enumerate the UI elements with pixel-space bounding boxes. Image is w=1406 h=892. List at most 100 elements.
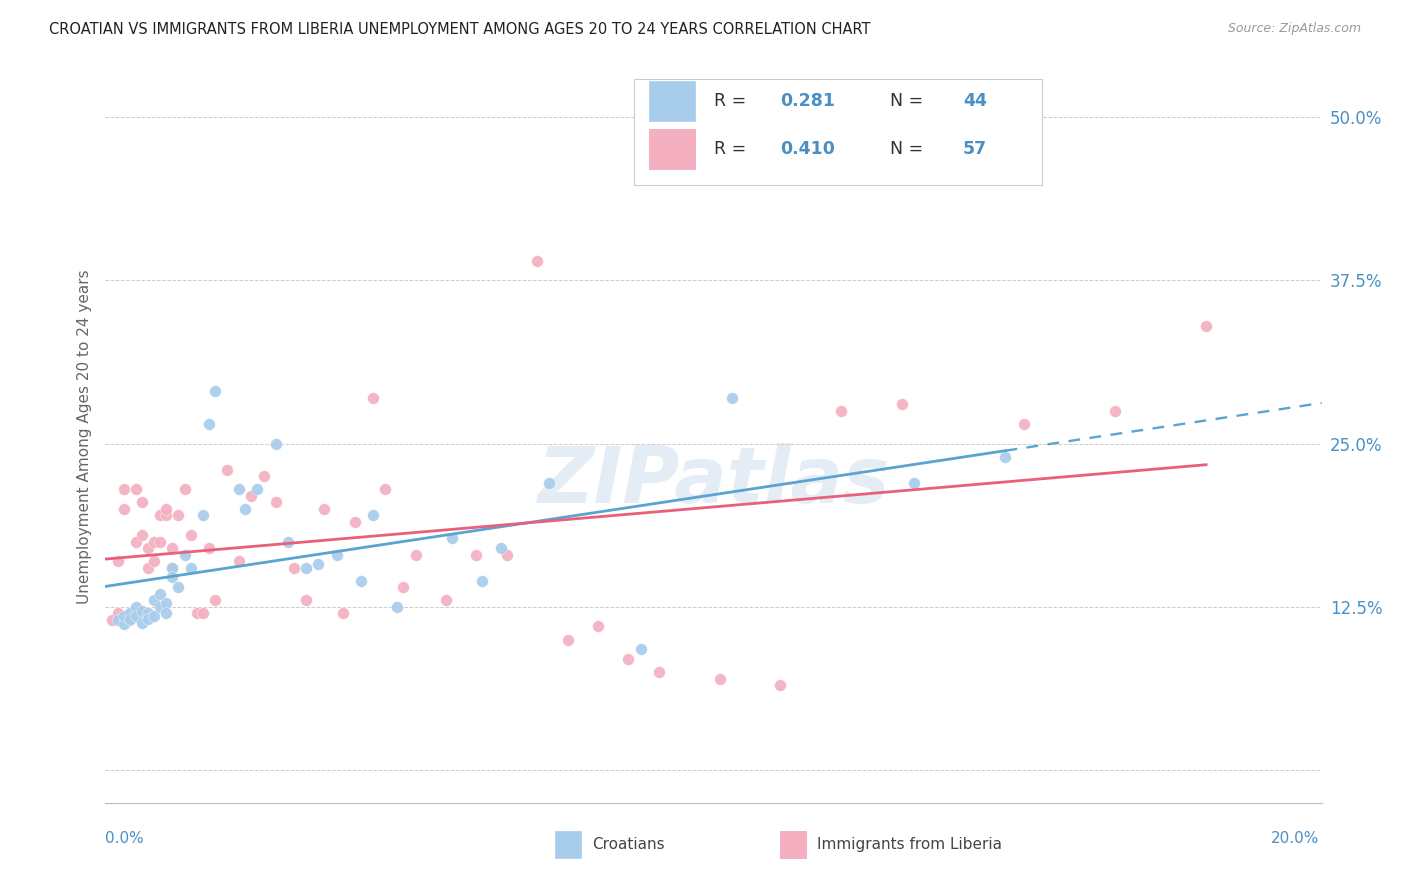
Point bbox=[228, 483, 250, 497]
Point bbox=[538, 475, 561, 490]
Point bbox=[361, 391, 384, 405]
Point bbox=[198, 417, 221, 431]
Point bbox=[155, 596, 177, 610]
Point bbox=[107, 607, 129, 621]
Point bbox=[125, 609, 148, 624]
Point bbox=[180, 560, 202, 574]
Point bbox=[495, 548, 517, 562]
Point bbox=[112, 483, 135, 497]
Point bbox=[204, 384, 226, 399]
Text: N =: N = bbox=[890, 140, 928, 158]
Point bbox=[204, 593, 226, 607]
Point bbox=[149, 599, 172, 614]
Point bbox=[191, 508, 214, 523]
Point bbox=[112, 616, 135, 631]
Text: 0.410: 0.410 bbox=[780, 140, 835, 158]
Point bbox=[557, 632, 579, 647]
Point bbox=[387, 599, 409, 614]
Point bbox=[118, 607, 141, 621]
Point bbox=[891, 397, 914, 411]
Point bbox=[350, 574, 373, 588]
Point bbox=[1104, 404, 1126, 418]
Point bbox=[332, 607, 354, 621]
Point bbox=[648, 665, 671, 680]
Point bbox=[264, 436, 287, 450]
Point bbox=[709, 672, 731, 686]
Point bbox=[143, 534, 166, 549]
FancyBboxPatch shape bbox=[650, 81, 696, 121]
Point bbox=[162, 560, 184, 574]
Y-axis label: Unemployment Among Ages 20 to 24 years: Unemployment Among Ages 20 to 24 years bbox=[76, 269, 91, 605]
Text: ZIPatlas: ZIPatlas bbox=[537, 443, 890, 519]
Point bbox=[173, 548, 195, 562]
Point bbox=[217, 463, 239, 477]
Point bbox=[100, 613, 122, 627]
Point bbox=[994, 450, 1017, 464]
Point bbox=[295, 560, 318, 574]
Point bbox=[191, 607, 214, 621]
Point bbox=[136, 541, 159, 555]
Point bbox=[586, 619, 609, 633]
Point bbox=[903, 475, 925, 490]
Point bbox=[283, 560, 305, 574]
Point bbox=[112, 502, 135, 516]
Point bbox=[830, 404, 852, 418]
Point bbox=[112, 609, 135, 624]
Text: Croatians: Croatians bbox=[592, 838, 665, 852]
Point bbox=[295, 593, 318, 607]
Point bbox=[405, 548, 427, 562]
Text: R =: R = bbox=[713, 140, 751, 158]
Text: R =: R = bbox=[713, 92, 751, 110]
Point bbox=[143, 609, 166, 624]
Point bbox=[228, 554, 250, 568]
Point bbox=[617, 652, 640, 666]
Point bbox=[155, 502, 177, 516]
Point bbox=[314, 502, 336, 516]
Point bbox=[769, 678, 792, 692]
Point bbox=[149, 534, 172, 549]
Point bbox=[441, 531, 464, 545]
Point bbox=[167, 508, 190, 523]
Point bbox=[233, 502, 256, 516]
Text: N =: N = bbox=[890, 92, 928, 110]
Point bbox=[136, 607, 159, 621]
Point bbox=[155, 607, 177, 621]
Point bbox=[162, 560, 184, 574]
Point bbox=[180, 528, 202, 542]
Text: 57: 57 bbox=[963, 140, 987, 158]
Text: 44: 44 bbox=[963, 92, 987, 110]
Point bbox=[240, 489, 263, 503]
Point bbox=[131, 495, 153, 509]
Text: Source: ZipAtlas.com: Source: ZipAtlas.com bbox=[1227, 22, 1361, 36]
Point bbox=[630, 641, 652, 656]
Point bbox=[136, 560, 159, 574]
FancyBboxPatch shape bbox=[650, 128, 696, 169]
Point bbox=[131, 604, 153, 618]
Point bbox=[1195, 319, 1218, 334]
Point bbox=[489, 541, 512, 555]
Point bbox=[186, 607, 208, 621]
Text: 0.0%: 0.0% bbox=[105, 831, 145, 847]
Point bbox=[198, 541, 221, 555]
Point bbox=[361, 508, 384, 523]
Point bbox=[155, 508, 177, 523]
Point bbox=[374, 483, 396, 497]
Point bbox=[167, 580, 190, 594]
Text: 0.281: 0.281 bbox=[780, 92, 835, 110]
Point bbox=[118, 612, 141, 626]
Point bbox=[264, 495, 287, 509]
Point bbox=[118, 613, 141, 627]
Point bbox=[143, 593, 166, 607]
Point bbox=[526, 253, 548, 268]
Point bbox=[173, 483, 195, 497]
Point bbox=[162, 541, 184, 555]
Point bbox=[125, 534, 148, 549]
Point bbox=[471, 574, 494, 588]
Point bbox=[107, 554, 129, 568]
Point bbox=[246, 483, 269, 497]
Point bbox=[325, 548, 347, 562]
Point bbox=[277, 534, 299, 549]
Text: Immigrants from Liberia: Immigrants from Liberia bbox=[817, 838, 1002, 852]
Point bbox=[720, 391, 742, 405]
Point bbox=[118, 607, 141, 621]
